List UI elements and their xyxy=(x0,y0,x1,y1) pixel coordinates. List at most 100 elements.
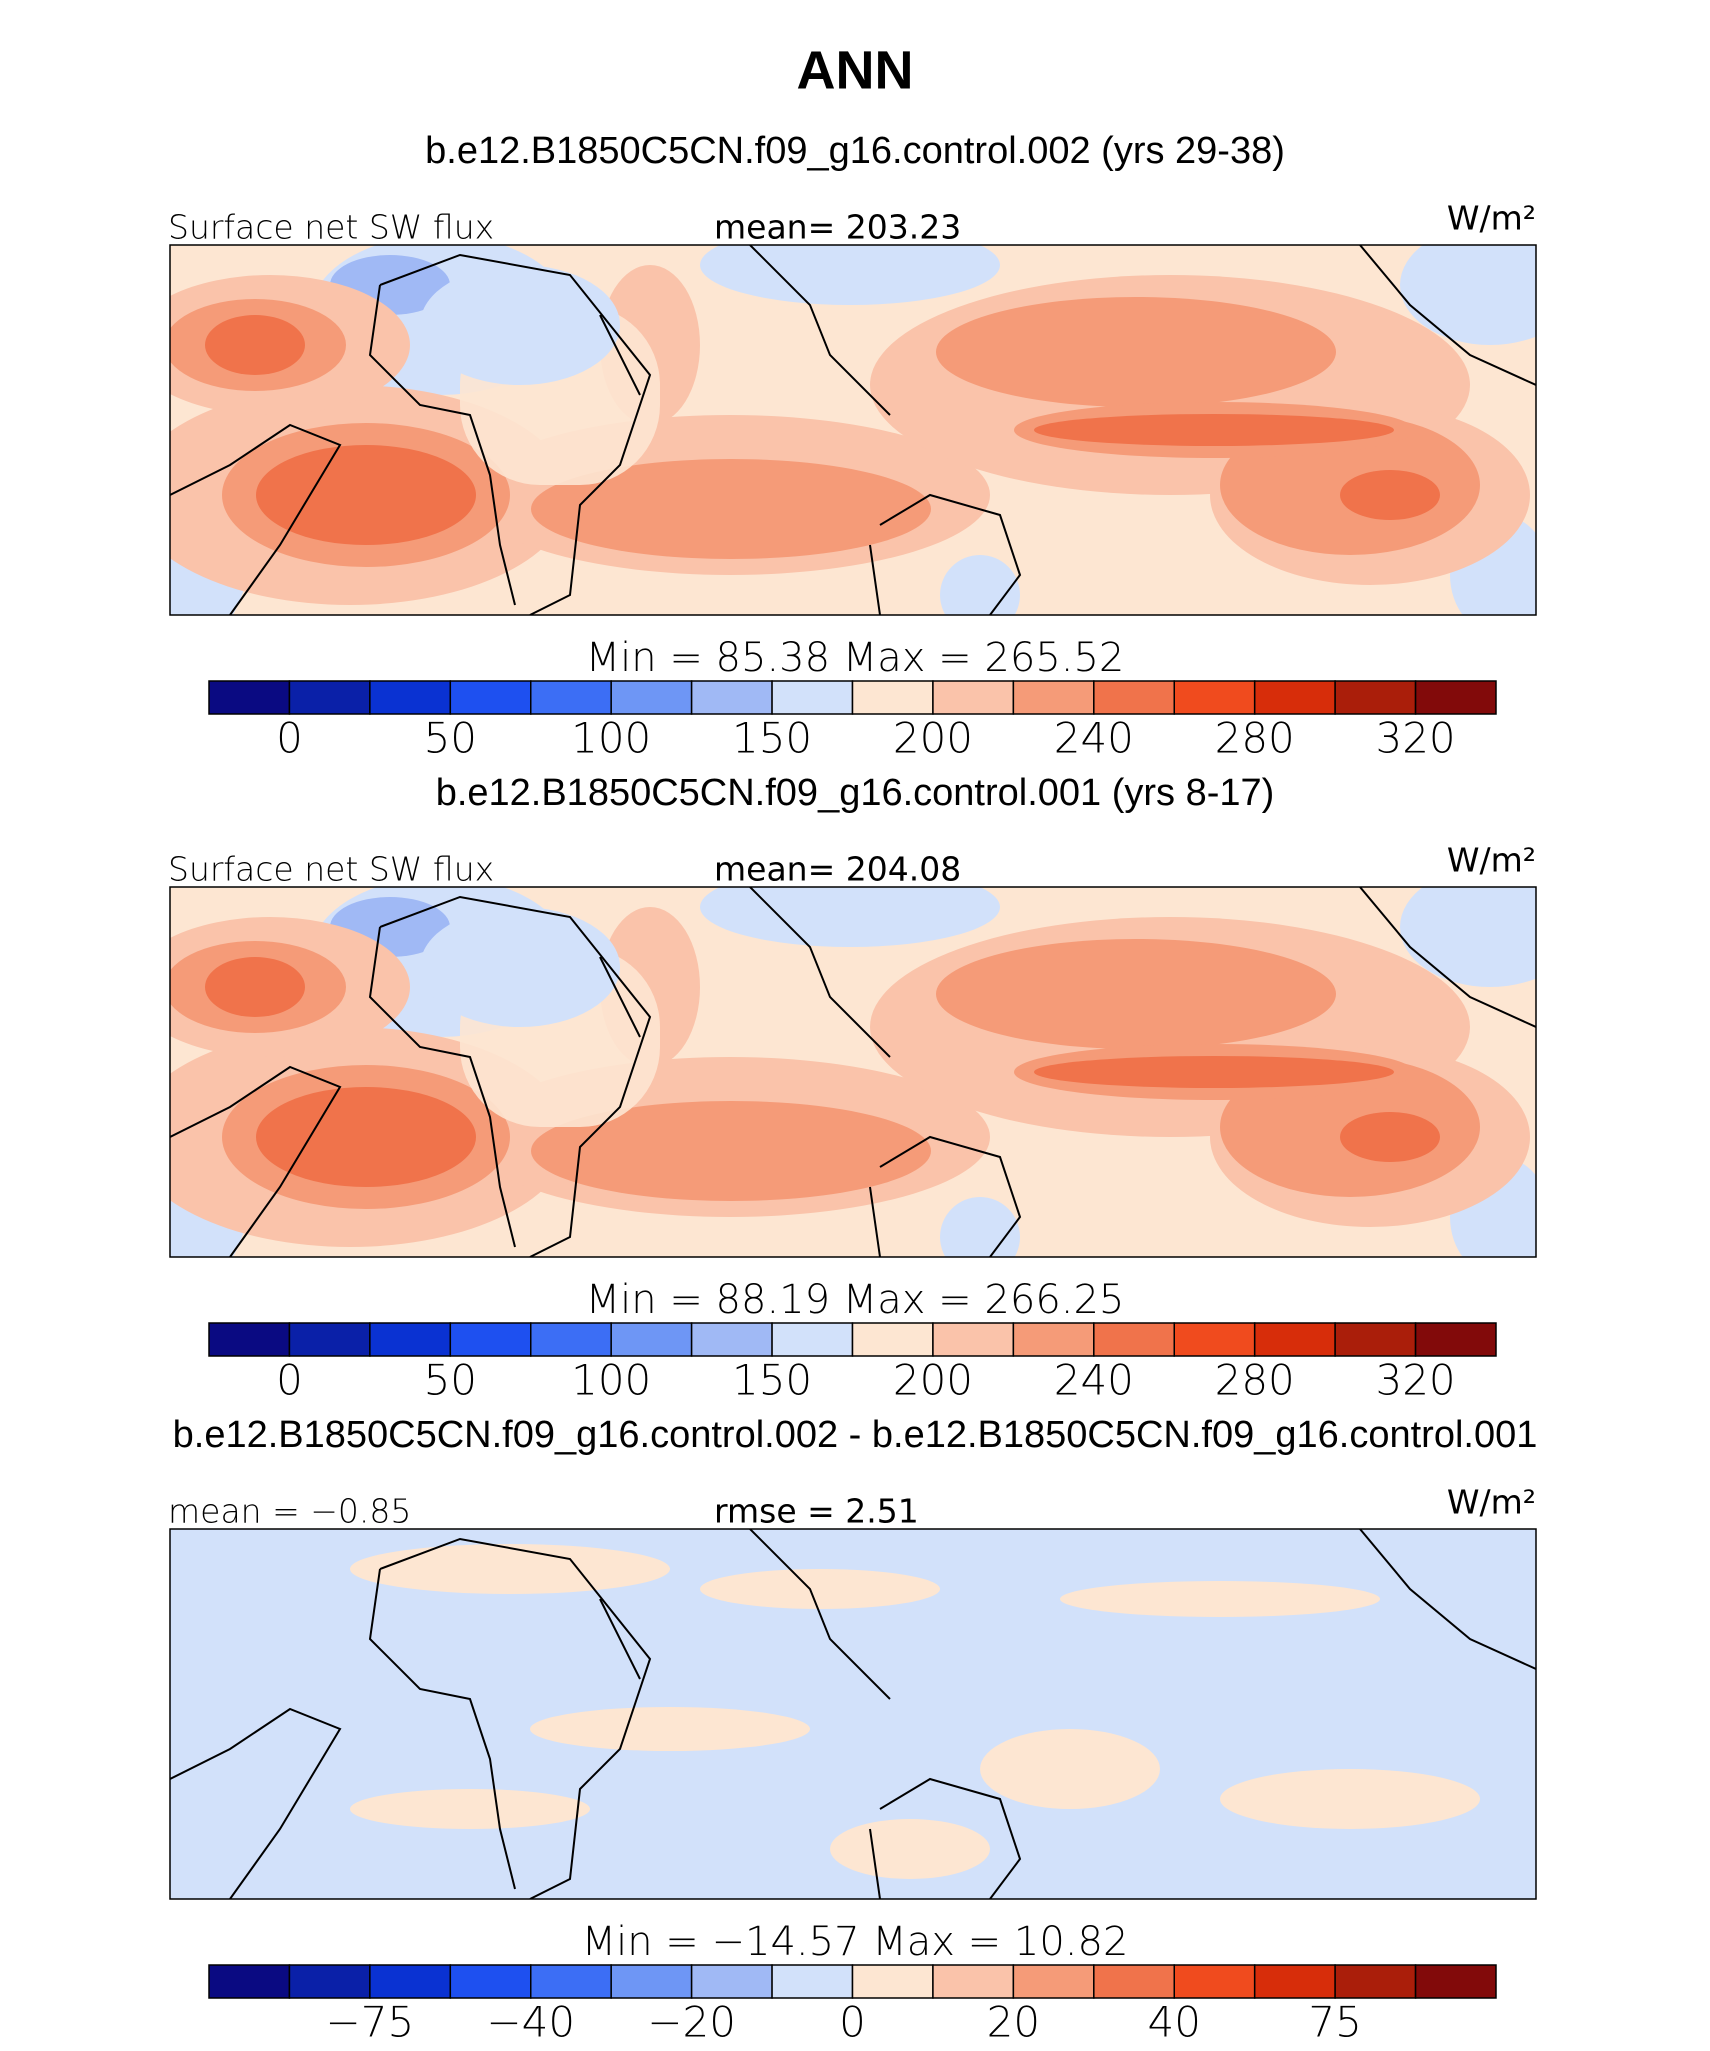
map-frame xyxy=(169,1528,1537,1900)
units: W/m² xyxy=(1447,841,1536,880)
colorbar-cell xyxy=(449,1964,532,1999)
units: W/m² xyxy=(1447,1483,1536,1522)
colorbar-tick-label: 320 xyxy=(1375,1356,1455,1405)
colorbar-cell xyxy=(1012,680,1095,715)
map-frame xyxy=(169,244,1537,616)
colorbar-cell xyxy=(771,1964,854,1999)
colorbar-tick-label: 150 xyxy=(732,1356,812,1405)
panel-title: b.e12.B1850C5CN.f09_g16.control.002 (yrs… xyxy=(425,130,1285,172)
colorbar-tick-label: 240 xyxy=(1054,1356,1134,1405)
colorbar-cell xyxy=(288,680,371,715)
center-label: mean= 203.23 xyxy=(714,208,961,247)
center-label: mean= 204.08 xyxy=(714,850,961,889)
colorbar-tick-label: −40 xyxy=(486,1998,575,2047)
colorbar-tick-label: 50 xyxy=(424,1356,477,1405)
map-field xyxy=(170,887,1536,1257)
colorbar-cell xyxy=(851,1964,934,1999)
panel: b.e12.B1850C5CN.f09_g16.control.002 (yrs… xyxy=(168,130,1537,763)
colorbar-cell xyxy=(1253,680,1336,715)
colorbar-cell xyxy=(449,1322,532,1357)
colorbar-cell xyxy=(690,680,773,715)
map xyxy=(170,1529,1536,1899)
colorbar-cell xyxy=(1334,680,1417,715)
map xyxy=(170,245,1536,615)
colorbar-tick-label: 0 xyxy=(276,714,303,763)
colorbar-cell xyxy=(690,1322,773,1357)
panels: b.e12.B1850C5CN.f09_g16.control.002 (yrs… xyxy=(168,130,1537,2046)
colorbar-cell xyxy=(369,680,452,715)
colorbar-cell xyxy=(932,1964,1015,1999)
colorbar-tick-label: 320 xyxy=(1375,714,1455,763)
colorbar-tick-label: −20 xyxy=(647,1998,736,2047)
figure-title: ANN xyxy=(797,40,914,100)
colorbar-cell xyxy=(1093,1322,1175,1357)
colorbar-cell xyxy=(1334,1964,1417,1999)
map xyxy=(170,887,1536,1257)
colorbar-tick-label: 280 xyxy=(1215,1356,1295,1405)
colorbar-cell xyxy=(208,680,291,715)
colorbar-cell xyxy=(610,1322,693,1357)
colorbar-cell xyxy=(1093,1964,1175,1999)
colorbar-tick-label: 40 xyxy=(1148,1998,1201,2047)
panel-title: b.e12.B1850C5CN.f09_g16.control.001 (yrs… xyxy=(436,772,1275,814)
stats: Min = −14.57 Max = 10.82 xyxy=(582,1919,1129,1965)
map-frame xyxy=(169,886,1537,1258)
colorbar-cell xyxy=(1012,1964,1095,1999)
left-label: mean = −0.85 xyxy=(168,1492,411,1531)
stats: Min = 88.19 Max = 266.25 xyxy=(586,1277,1125,1323)
stats: Min = 85.38 Max = 265.52 xyxy=(586,635,1125,681)
colorbar-tick-label: 0 xyxy=(276,1356,303,1405)
colorbar-tick-label: 0 xyxy=(839,1998,866,2047)
colorbar-tick-label: 50 xyxy=(424,714,477,763)
left-label: Surface net SW flux xyxy=(168,850,494,889)
colorbar-tick-label: 75 xyxy=(1308,1998,1361,2047)
colorbar-tick-label: 20 xyxy=(987,1998,1040,2047)
colorbar-cell xyxy=(1093,680,1175,715)
colorbar-cell xyxy=(369,1964,452,1999)
colorbar-cell xyxy=(1414,1322,1497,1357)
units: W/m² xyxy=(1447,199,1536,238)
panel-title: b.e12.B1850C5CN.f09_g16.control.002 - b.… xyxy=(173,1414,1538,1456)
panel: b.e12.B1850C5CN.f09_g16.control.001 (yrs… xyxy=(168,772,1537,1405)
colorbar-tick-label: 280 xyxy=(1215,714,1295,763)
colorbar-cell xyxy=(530,1322,612,1357)
colorbar-cell xyxy=(1414,1964,1497,1999)
colorbar-tick-label: 100 xyxy=(571,714,651,763)
colorbar-cell xyxy=(288,1322,371,1357)
colorbar-cell xyxy=(208,1322,291,1357)
colorbar-cell xyxy=(449,680,532,715)
colorbar-cell xyxy=(771,680,854,715)
colorbar-cell xyxy=(1334,1322,1417,1357)
colorbar-cell xyxy=(610,680,693,715)
map-field xyxy=(170,1529,1536,1899)
left-label: Surface net SW flux xyxy=(168,208,494,247)
colorbar-cell xyxy=(851,1322,934,1357)
colorbar-cell xyxy=(1173,1322,1256,1357)
map-field xyxy=(170,245,1536,615)
colorbar-tick-label: 200 xyxy=(893,714,973,763)
colorbar-tick-label: 200 xyxy=(893,1356,973,1405)
colorbar-cell xyxy=(1414,680,1497,715)
colorbar-cell xyxy=(1173,680,1256,715)
colorbar-cell xyxy=(771,1322,854,1357)
colorbar-cell xyxy=(932,680,1015,715)
panel: b.e12.B1850C5CN.f09_g16.control.002 - b.… xyxy=(168,1414,1537,2046)
colorbar-tick-label: 240 xyxy=(1054,714,1134,763)
colorbar-tick-label: −75 xyxy=(326,1998,415,2047)
colorbar-tick-label: 100 xyxy=(571,1356,651,1405)
colorbar-cell xyxy=(932,1322,1015,1357)
colorbar-cell xyxy=(1173,1964,1256,1999)
center-label: rmse = 2.51 xyxy=(714,1492,919,1531)
colorbar-cell xyxy=(369,1322,452,1357)
colorbar-cell xyxy=(530,1964,612,1999)
colorbar-cell xyxy=(1253,1322,1336,1357)
colorbar-cell xyxy=(690,1964,773,1999)
colorbar-cell xyxy=(1012,1322,1095,1357)
colorbar-cell xyxy=(1253,1964,1336,1999)
colorbar-tick-label: 150 xyxy=(732,714,812,763)
colorbar-cell xyxy=(530,680,612,715)
colorbar-cell xyxy=(851,680,934,715)
colorbar-cell xyxy=(610,1964,693,1999)
colorbar-cell xyxy=(288,1964,371,1999)
